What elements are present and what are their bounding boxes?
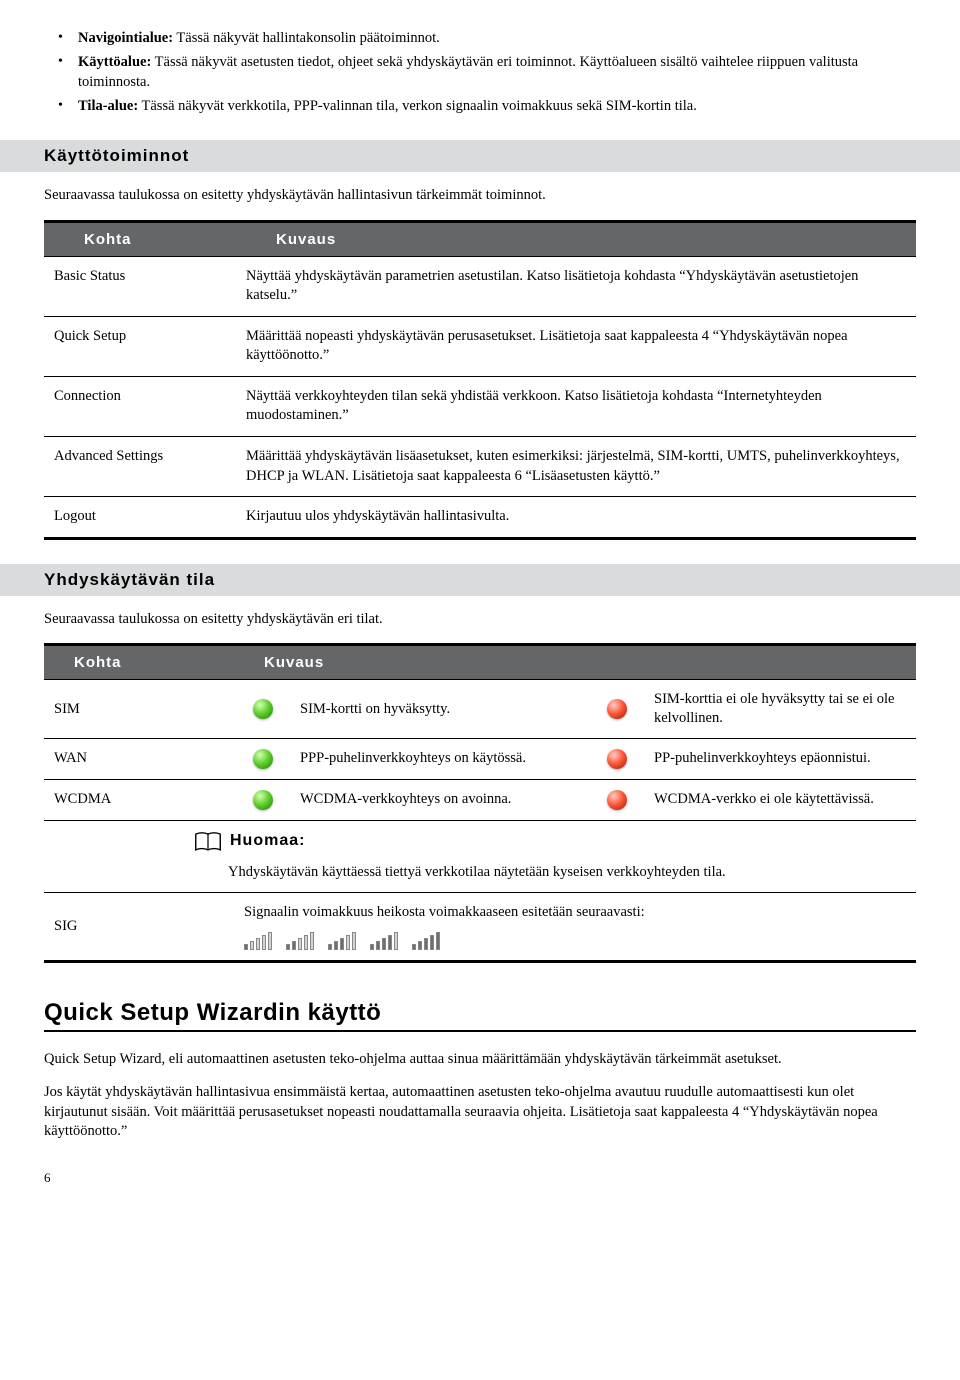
- bullet-label: Käyttöalue:: [78, 54, 151, 70]
- section-heading-status: Yhdyskäytävän tila: [0, 564, 960, 596]
- note-title: Huomaa:: [194, 831, 908, 853]
- table-row: WCDMA WCDMA-verkkoyhteys on avoinna. WCDMA…: [44, 779, 916, 820]
- signal-level-icon: [412, 930, 440, 950]
- bullet-label: Navigointialue:: [78, 30, 173, 46]
- function-description: Kirjautuu ulos yhdyskäytävän hallintasiv…: [236, 497, 916, 539]
- status-ok-icon: [234, 680, 290, 739]
- book-icon: [194, 831, 222, 853]
- signal-level-icon: [370, 930, 398, 950]
- signal-level-icon: [328, 930, 356, 950]
- note-row: Huomaa: Yhdyskäytävän käyttäessä tiettyä …: [44, 820, 916, 892]
- page-number: 6: [44, 1170, 916, 1186]
- table-header: Kuvaus: [234, 645, 916, 680]
- status-fail-text: WCDMA-verkko ei ole käytettävissä.: [644, 779, 916, 820]
- sig-content: Signaalin voimakkuus heikosta voimakkaas…: [234, 892, 916, 961]
- status-label: SIM: [44, 680, 234, 739]
- function-name: Basic Status: [44, 256, 236, 316]
- function-name: Logout: [44, 497, 236, 539]
- status-ok-text: PPP-puhelinverkkoyhteys on käytössä.: [290, 738, 588, 779]
- status-label: WCDMA: [44, 779, 234, 820]
- bullet-text: Tässä näkyvät verkkotila, PPP-valinnan t…: [138, 98, 697, 114]
- status-fail-icon: [588, 738, 644, 779]
- table-row: LogoutKirjautuu ulos yhdyskäytävän halli…: [44, 497, 916, 539]
- bullet-text: Tässä näkyvät hallintakonsolin päätoimin…: [173, 30, 440, 46]
- table-header: Kohta: [44, 221, 236, 256]
- table-row: Advanced SettingsMäärittää yhdyskäytävän…: [44, 436, 916, 496]
- status-ok-text: SIM-kortti on hyväksytty.: [290, 680, 588, 739]
- wizard-paragraph: Quick Setup Wizard, eli automaattinen as…: [44, 1050, 916, 1070]
- bullet-text: Tässä näkyvät asetusten tiedot, ohjeet s…: [78, 54, 858, 90]
- table-header: Kohta: [44, 645, 234, 680]
- status-ok-text: WCDMA-verkkoyhteys on avoinna.: [290, 779, 588, 820]
- signal-level-icon: [286, 930, 314, 950]
- table-row: WAN PPP-puhelinverkkoyhteys on käytössä. P…: [44, 738, 916, 779]
- status-table: Kohta Kuvaus SIM SIM-kortti on hyväksytty…: [44, 643, 916, 962]
- section-heading-functions: Käyttötoiminnot: [0, 140, 960, 172]
- function-name: Advanced Settings: [44, 436, 236, 496]
- status-ok-icon: [234, 738, 290, 779]
- list-item: Käyttöalue: Tässä näkyvät asetusten tied…: [44, 52, 916, 92]
- status-fail-text: SIM-korttia ei ole hyväksytty tai se ei …: [644, 680, 916, 739]
- status-fail-icon: [588, 680, 644, 739]
- table-row: Basic StatusNäyttää yhdyskäytävän parame…: [44, 256, 916, 316]
- area-bullet-list: Navigointialue: Tässä näkyvät hallintako…: [44, 28, 916, 116]
- table-row: Quick SetupMäärittää nopeasti yhdyskäytä…: [44, 316, 916, 376]
- sig-text: Signaalin voimakkuus heikosta voimakkaas…: [244, 903, 908, 922]
- function-description: Näyttää yhdyskäytävän parametrien asetus…: [236, 256, 916, 316]
- signal-level-icon: [244, 930, 272, 950]
- function-description: Määrittää nopeasti yhdyskäytävän perusas…: [236, 316, 916, 376]
- wizard-paragraph: Jos käytät yhdyskäytävän hallintasivua e…: [44, 1083, 916, 1142]
- section-intro: Seuraavassa taulukossa on esitetty yhdys…: [44, 610, 916, 630]
- table-row: SIG Signaalin voimakkuus heikosta voimakk…: [44, 892, 916, 961]
- table-row: ConnectionNäyttää verkkoyhteyden tilan s…: [44, 376, 916, 436]
- section-intro: Seuraavassa taulukossa on esitetty yhdys…: [44, 186, 916, 206]
- status-ok-icon: [234, 779, 290, 820]
- signal-bars: [244, 930, 908, 950]
- function-description: Näyttää verkkoyhteyden tilan sekä yhdist…: [236, 376, 916, 436]
- table-header: Kuvaus: [236, 221, 916, 256]
- main-heading-wizard: Quick Setup Wizardin käyttö: [44, 999, 916, 1032]
- table-row: SIM SIM-kortti on hyväksytty. SIM-korttia …: [44, 680, 916, 739]
- list-item: Tila-alue: Tässä näkyvät verkkotila, PPP…: [44, 96, 916, 116]
- status-fail-text: PP-puhelinverkkoyhteys epäonnistui.: [644, 738, 916, 779]
- status-label: WAN: [44, 738, 234, 779]
- function-name: Connection: [44, 376, 236, 436]
- status-fail-icon: [588, 779, 644, 820]
- status-label: SIG: [44, 892, 234, 961]
- bullet-label: Tila-alue:: [78, 98, 138, 114]
- note-text: Yhdyskäytävän käyttäessä tiettyä verkkot…: [194, 863, 908, 882]
- function-name: Quick Setup: [44, 316, 236, 376]
- list-item: Navigointialue: Tässä näkyvät hallintako…: [44, 28, 916, 48]
- functions-table: Kohta Kuvaus Basic StatusNäyttää yhdyskä…: [44, 220, 916, 540]
- function-description: Määrittää yhdyskäytävän lisäasetukset, k…: [236, 436, 916, 496]
